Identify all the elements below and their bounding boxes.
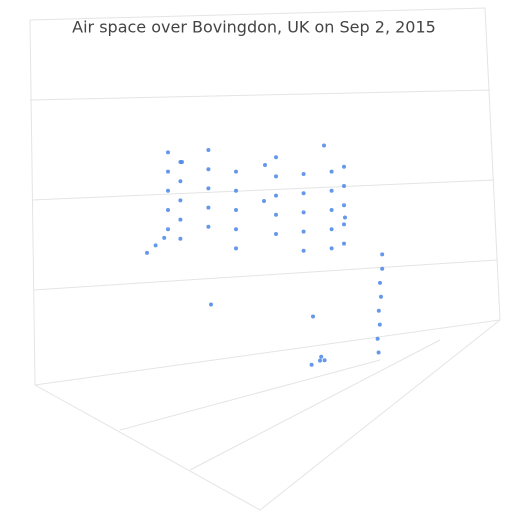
point xyxy=(342,203,346,208)
point xyxy=(262,199,266,203)
point xyxy=(178,179,183,184)
scene-box xyxy=(29,7,501,511)
point xyxy=(301,210,306,215)
box-edge xyxy=(31,179,495,201)
box-edge xyxy=(29,89,491,101)
point xyxy=(234,227,238,232)
point xyxy=(322,143,326,148)
point xyxy=(234,169,238,174)
box-edge xyxy=(29,19,36,386)
point xyxy=(166,150,170,155)
point xyxy=(380,266,385,271)
point xyxy=(375,336,380,341)
point xyxy=(329,208,334,212)
point xyxy=(329,246,334,251)
point xyxy=(209,302,213,307)
point xyxy=(162,235,167,240)
point xyxy=(178,217,183,222)
point xyxy=(329,227,334,232)
box-edge xyxy=(189,339,441,471)
point xyxy=(234,246,238,251)
point xyxy=(274,174,278,179)
point xyxy=(263,163,267,167)
point xyxy=(378,280,382,285)
point xyxy=(343,215,347,220)
point xyxy=(166,227,170,232)
point xyxy=(234,188,238,193)
point xyxy=(301,248,306,253)
point xyxy=(342,184,346,188)
point xyxy=(342,222,346,227)
box-back xyxy=(29,7,501,386)
point xyxy=(206,148,211,152)
chart-title: Air space over Bovingdon, UK on Sep 2, 2… xyxy=(72,18,436,37)
point xyxy=(206,186,211,191)
point xyxy=(206,205,211,210)
point xyxy=(380,252,385,257)
point xyxy=(153,243,158,248)
point xyxy=(342,241,346,246)
point xyxy=(329,169,334,174)
point xyxy=(274,155,278,160)
point xyxy=(322,358,327,363)
point xyxy=(379,294,383,299)
point xyxy=(180,160,184,164)
point xyxy=(311,314,315,319)
point xyxy=(301,191,306,196)
point xyxy=(178,236,183,241)
box-floor xyxy=(34,319,501,511)
point xyxy=(206,224,211,229)
point xyxy=(274,232,278,236)
point xyxy=(274,212,278,217)
point xyxy=(376,308,381,313)
point xyxy=(301,172,306,176)
box-edge xyxy=(119,359,381,431)
point xyxy=(206,167,211,172)
point xyxy=(377,322,382,327)
point xyxy=(145,250,149,255)
point xyxy=(274,193,278,198)
point xyxy=(329,188,334,193)
point xyxy=(342,164,346,169)
point xyxy=(309,362,314,367)
point xyxy=(301,229,306,234)
point xyxy=(166,188,170,193)
point xyxy=(166,169,170,174)
box-edge xyxy=(32,259,498,291)
point xyxy=(318,358,322,363)
point xyxy=(319,354,324,359)
point xyxy=(376,350,381,355)
point xyxy=(166,208,170,212)
point xyxy=(178,198,183,203)
point xyxy=(234,208,238,212)
